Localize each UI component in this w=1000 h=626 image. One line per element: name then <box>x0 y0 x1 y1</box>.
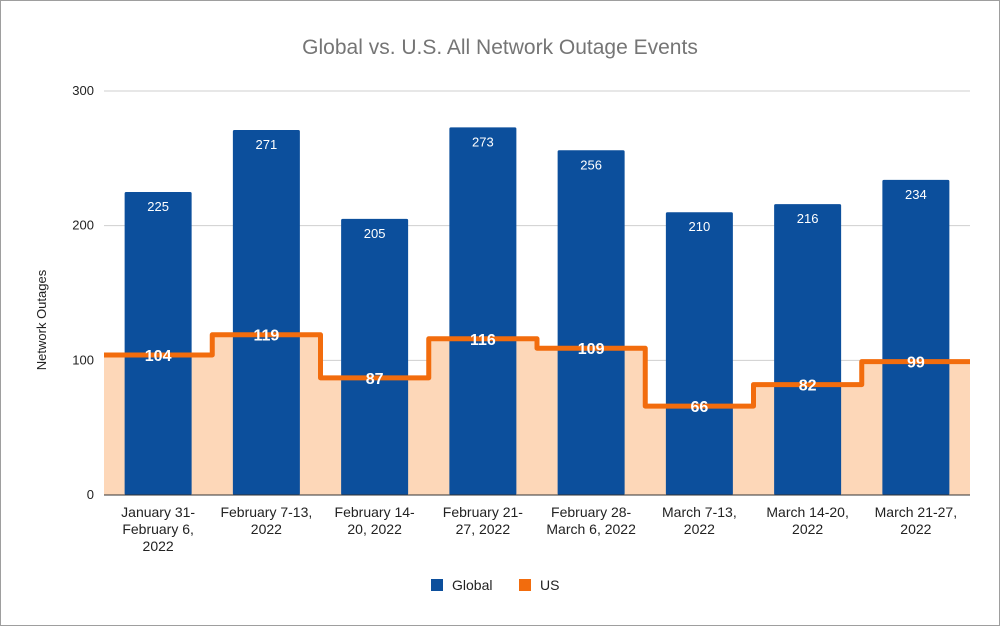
global-bar-2[interactable] <box>341 218 409 495</box>
global-value-label-0: 225 <box>147 199 169 214</box>
global-value-label-6: 216 <box>797 211 819 226</box>
legend-label-us: US <box>540 577 559 593</box>
y-tick-label-100: 100 <box>72 352 94 367</box>
x-tick-label-line: February 28- <box>551 504 631 520</box>
us-value-label-5: 66 <box>690 399 708 416</box>
x-tick-label-0: January 31-February 6, 2022 <box>121 504 195 554</box>
x-tick-label-3: February 21-27, 2022 <box>443 504 523 537</box>
x-tick-label-line: 2022 <box>251 521 282 537</box>
us-value-label-0: 104 <box>145 348 172 365</box>
global-bar-3[interactable] <box>449 127 517 496</box>
global-value-label-7: 234 <box>905 187 927 202</box>
x-tick-label-line: 2022 <box>900 521 931 537</box>
y-tick-label-300: 300 <box>72 83 94 98</box>
global-bar-5[interactable] <box>665 212 733 495</box>
x-tick-label-line: 20, 2022 <box>347 521 402 537</box>
x-tick-label-6: March 14-20, 2022 <box>766 504 848 537</box>
legend-swatch-global <box>431 579 443 591</box>
x-tick-label-1: February 7-13, 2022 <box>220 504 312 537</box>
global-bar-6[interactable] <box>774 204 842 495</box>
x-tick-label-line: 2022 <box>792 521 823 537</box>
legend-swatch-us <box>519 579 531 591</box>
y-tick-label-0: 0 <box>87 487 94 502</box>
us-value-label-4: 109 <box>578 341 605 358</box>
us-value-label-7: 99 <box>907 355 925 372</box>
us-line-layer <box>104 332 970 409</box>
x-tick-label-line: 2022 <box>143 538 174 554</box>
legend: Global US <box>431 577 559 593</box>
global-value-label-1: 271 <box>256 137 278 152</box>
global-bar-1[interactable] <box>232 130 300 495</box>
x-tick-label-5: March 7-13, 2022 <box>662 504 737 537</box>
legend-item-us[interactable]: US <box>519 577 559 593</box>
data-label-layer: 225 271 205 273 256 210 216 234 104 119 87 116 109 66… <box>145 134 927 416</box>
x-tick-label-line: January 31- <box>121 504 195 520</box>
global-value-label-2: 205 <box>364 226 386 241</box>
x-tick-label-line: 2022 <box>684 521 715 537</box>
x-tick-label-2: February 14-20, 2022 <box>335 504 415 537</box>
us-value-label-3: 116 <box>470 332 496 349</box>
global-bar-0[interactable] <box>124 192 192 495</box>
x-tick-label-line: March 7-13, <box>662 504 737 520</box>
x-tick-label-line: February 6, <box>122 521 194 537</box>
x-tick-label-line: February 14- <box>335 504 415 520</box>
global-bar-7[interactable] <box>882 179 950 495</box>
global-bar-4[interactable] <box>557 150 625 495</box>
chart-title: Global vs. U.S. All Network Outage Event… <box>302 36 698 59</box>
global-bar-layer <box>124 127 950 496</box>
us-series-line[interactable] <box>104 332 970 409</box>
legend-item-global[interactable]: Global <box>431 577 492 593</box>
x-tick-label-line: February 7-13, <box>220 504 312 520</box>
us-value-label-6: 82 <box>799 378 817 395</box>
x-tick-label-7: March 21-27, 2022 <box>875 504 957 537</box>
y-tick-label-200: 200 <box>72 218 94 233</box>
x-tick-label-line: February 21- <box>443 504 523 520</box>
us-value-label-2: 87 <box>366 371 384 388</box>
y-axis-label: Network Outages <box>34 269 49 370</box>
x-tick-label-line: March 14-20, <box>766 504 848 520</box>
global-value-label-3: 273 <box>472 134 494 149</box>
us-value-label-1: 119 <box>253 328 279 345</box>
x-tick-label-line: 27, 2022 <box>456 521 511 537</box>
legend-label-global: Global <box>452 577 492 593</box>
x-tick-label-4: February 28-March 6, 2022 <box>546 504 636 537</box>
x-tick-label-line: March 21-27, <box>875 504 957 520</box>
global-value-label-4: 256 <box>580 157 602 172</box>
x-tick-label-line: March 6, 2022 <box>546 521 636 537</box>
global-value-label-5: 210 <box>689 219 711 234</box>
